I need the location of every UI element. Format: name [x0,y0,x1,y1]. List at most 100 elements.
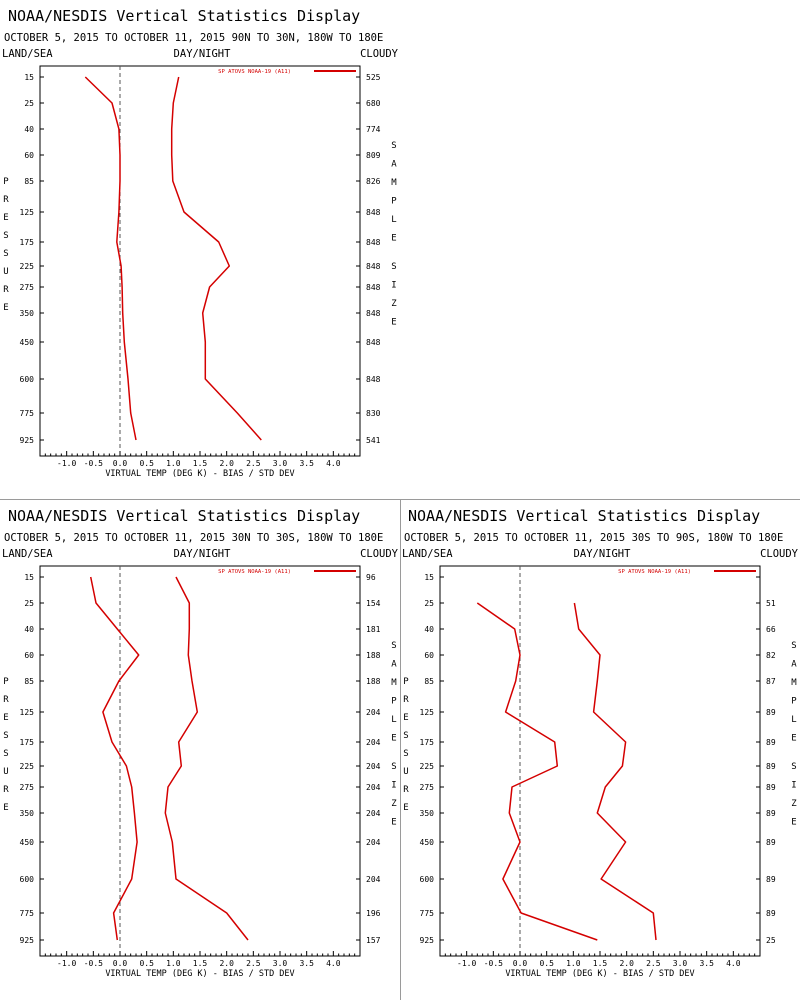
sample-size-label: 89 [766,708,776,717]
y2-axis-label-letter: E [391,318,396,328]
y-axis-label-letter: E [3,713,8,723]
x-axis-label: VIRTUAL TEMP (DEG K) - BIAS / STD DEV [105,469,294,479]
sample-size-label: 525 [366,73,381,82]
pressure-level-label: 60 [24,151,34,160]
pressure-level-label: 85 [24,177,34,186]
x-tick-label: 1.5 [193,459,208,468]
pressure-level-label: 775 [420,909,435,918]
x-tick-label: -1.0 [57,459,76,468]
panel-divider-horizontal [0,499,800,500]
legend-label: SP ATOVS NOAA-19 (A11) [618,569,691,575]
x-tick-label: 1.0 [166,459,181,468]
y2-axis-label-space [394,752,399,762]
pressure-level-label: 225 [420,762,435,771]
sample-size-label: 89 [766,838,776,847]
chart-subtitle: OCTOBER 5, 2015 TO OCTOBER 11, 2015 30N … [4,532,383,544]
y2-axis-label-letter: E [791,818,796,828]
chart-title: NOAA/NESDIS Vertical Statistics Display [408,507,760,525]
y2-axis-label-letter: P [791,697,797,707]
y2-axis-label-letter: I [391,281,396,291]
x-tick-label: 1.0 [166,959,181,968]
pressure-level-label: 925 [20,436,35,445]
sample-size-label: 541 [366,436,381,445]
pressure-level-label: 15 [24,73,34,82]
pressure-level-label: 225 [20,262,35,271]
y-axis-label-letter: E [403,803,408,813]
y-axis-label-letter: P [3,677,9,687]
pressure-level-label: 85 [24,677,34,686]
x-tick-label: 0.0 [513,959,528,968]
x-tick-label: 3.5 [699,959,714,968]
pressure-level-label: 15 [424,573,434,582]
y2-axis-label-space [794,752,799,762]
header-land-sea: LAND/SEA [2,548,53,560]
x-tick-label: 3.0 [673,959,688,968]
y-axis-label-letter: S [403,731,408,741]
y-axis-label-letter: S [3,231,8,241]
y2-axis-label-letter: M [391,178,397,188]
y2-axis-label-letter: Z [791,799,797,809]
y-axis-label-letter: E [403,713,408,723]
chart-subtitle: OCTOBER 5, 2015 TO OCTOBER 11, 2015 90N … [4,32,383,44]
header-land-sea: LAND/SEA [2,48,53,60]
y-axis-label-letter: R [403,695,409,705]
plot-frame [39,65,361,457]
sample-size-label: 188 [366,677,381,686]
bias-series-line [84,76,137,441]
sample-size-label: 204 [366,809,381,818]
sample-size-label: 96 [366,573,376,582]
std-dev-series-line [573,602,657,941]
pressure-level-label: 600 [20,875,35,884]
y2-axis-label-letter: L [791,715,796,725]
sample-size-label: 848 [366,208,381,217]
sample-size-label: 774 [366,125,381,134]
sample-size-label: 826 [366,177,381,186]
sample-size-label: 89 [766,738,776,747]
pressure-level-label: 15 [24,573,34,582]
pressure-level-label: 350 [420,809,435,818]
sample-size-label: 204 [366,762,381,771]
y2-axis-label-letter: Z [391,299,397,309]
sample-size-label: 204 [366,708,381,717]
y2-axis-label-letter: P [391,197,397,207]
sample-size-label: 82 [766,651,776,660]
y-axis-label-letter: R [403,785,409,795]
x-tick-label: 4.0 [326,459,341,468]
x-tick-label: 4.0 [326,959,341,968]
pressure-level-label: 600 [20,375,35,384]
std-dev-series-line [170,76,262,441]
header-day-night: DAY/NIGHT [174,548,232,560]
sample-size-label: 848 [366,238,381,247]
legend-label: SP ATOVS NOAA-19 (A11) [218,69,291,75]
y-axis-label-letter: S [3,749,8,759]
chart-panel: NOAA/NESDIS Vertical Statistics Display O… [402,507,799,979]
sample-size-label: 154 [366,599,381,608]
pressure-level-label: 225 [20,762,35,771]
y-axis-label-letter: U [403,767,408,777]
pressure-level-label: 125 [20,708,35,717]
y2-axis-label-letter: S [791,641,796,651]
y-axis-label-letter: U [3,767,8,777]
y2-axis-label-letter: I [791,781,796,791]
x-tick-label: -1.0 [57,959,76,968]
plot-frame [39,565,361,957]
sample-size-label: 204 [366,838,381,847]
x-tick-label: 2.5 [646,959,661,968]
y2-axis-label-letter: I [391,781,396,791]
sample-size-label: 204 [366,875,381,884]
sample-size-label: 89 [766,875,776,884]
pressure-level-label: 125 [20,208,35,217]
chart-title: NOAA/NESDIS Vertical Statistics Display [8,7,360,25]
y2-axis-label-letter: A [791,660,797,670]
header-cloudy: CLOUDY [360,548,399,560]
y2-axis-label-space [394,252,399,262]
y2-axis-label-letter: Z [391,799,397,809]
sample-size-label: 848 [366,283,381,292]
y2-axis-label-letter: L [391,215,396,225]
y2-axis-label-letter: S [391,641,396,651]
chart-panel: NOAA/NESDIS Vertical Statistics Display O… [2,7,399,479]
y2-axis-label-letter: S [791,762,796,772]
y2-axis-label-letter: S [391,141,396,151]
